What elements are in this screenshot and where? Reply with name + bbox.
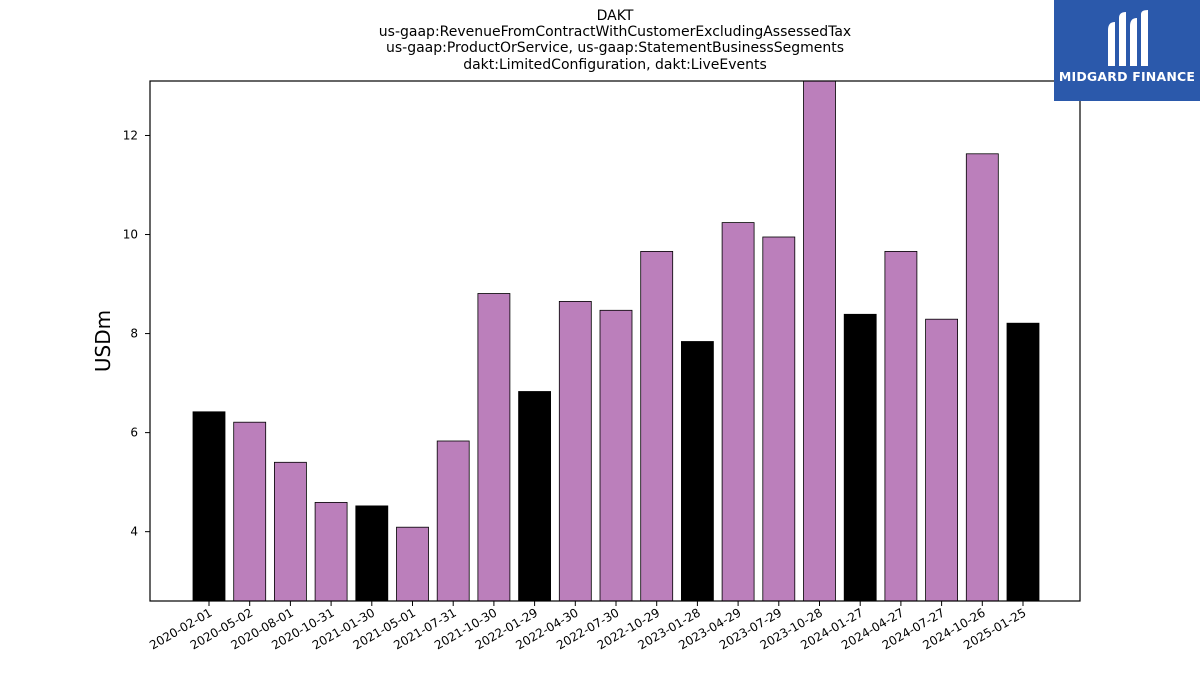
logo-text: MIDGARD FINANCE bbox=[1058, 69, 1196, 84]
plot-frame bbox=[149, 80, 1081, 602]
chart-title: DAKT bbox=[596, 8, 634, 24]
bar-2021-01-30 bbox=[355, 505, 389, 602]
bar-2024-04-27 bbox=[884, 250, 918, 602]
bar-2024-01-27 bbox=[843, 313, 877, 602]
y-tick-label-8: 8 bbox=[130, 327, 138, 341]
midgard-finance-logo: MIDGARD FINANCE bbox=[1054, 0, 1200, 101]
bar-2020-08-01 bbox=[273, 461, 307, 602]
bar-2022-10-29 bbox=[640, 250, 674, 602]
bar-2022-01-29 bbox=[518, 391, 551, 602]
bar-2023-01-28 bbox=[681, 341, 714, 602]
bar-2023-04-29 bbox=[721, 222, 755, 602]
y-tick-label-6: 6 bbox=[130, 426, 138, 440]
bar-2022-07-30 bbox=[599, 309, 633, 602]
y-axis-label: USDm bbox=[91, 310, 115, 372]
chart-subtitle-line-3: dakt:LimitedConfiguration, dakt:LiveEven… bbox=[463, 57, 767, 73]
bar-2020-10-31 bbox=[314, 501, 348, 602]
bar-2023-07-29 bbox=[762, 236, 796, 602]
bar-2024-07-27 bbox=[925, 318, 958, 602]
bar-2021-05-01 bbox=[396, 526, 429, 602]
bar-2021-07-31 bbox=[436, 440, 470, 602]
bar-2024-10-26 bbox=[965, 153, 999, 602]
chart-subtitle-line-1: us-gaap:RevenueFromContractWithCustomerE… bbox=[378, 24, 852, 40]
midgard-logo-icon bbox=[1108, 10, 1148, 66]
chart-subtitle-line-2: us-gaap:ProductOrService, us-gaap:Statem… bbox=[385, 40, 844, 56]
y-tick-label-10: 10 bbox=[123, 228, 138, 242]
bar-2022-04-30 bbox=[558, 300, 592, 602]
bar-2025-01-25 bbox=[1006, 322, 1040, 602]
bar-2021-10-30 bbox=[477, 293, 511, 602]
bar-2020-02-01 bbox=[192, 411, 226, 602]
y-tick-label-12: 12 bbox=[123, 128, 138, 142]
y-tick-label-4: 4 bbox=[130, 525, 138, 539]
bar-2020-05-02 bbox=[233, 421, 267, 602]
bar-2023-10-28 bbox=[803, 80, 836, 602]
